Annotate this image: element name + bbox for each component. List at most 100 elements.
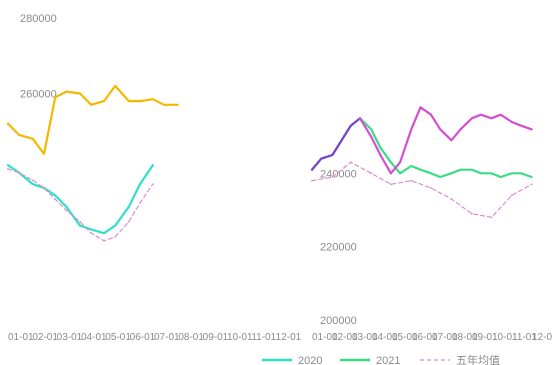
x-tick-label: 06-01 [130, 332, 156, 343]
series-line [310, 117, 362, 171]
x-tick-label: 10-01 [227, 332, 253, 343]
series-point [450, 172, 453, 175]
series-point [459, 128, 462, 131]
series-point [43, 186, 45, 189]
series-point [450, 139, 453, 142]
x-tick-label: 12-01 [532, 332, 552, 343]
series-point [139, 202, 141, 204]
series-point [340, 139, 343, 142]
series-point [151, 183, 154, 186]
series-point [510, 121, 513, 123]
series-point [370, 128, 373, 131]
x-tick-label: 11-01 [251, 332, 276, 343]
series-point [439, 176, 442, 178]
series-point [480, 113, 482, 116]
series-point [530, 128, 533, 131]
series-line [358, 106, 533, 175]
series-line [7, 168, 154, 242]
series-point [7, 168, 9, 170]
series-point [430, 113, 432, 116]
x-tick-label: 12-01 [276, 332, 302, 343]
series-point [151, 98, 154, 101]
y-tick-label: 200000 [320, 315, 357, 327]
series-point [410, 128, 413, 131]
series-point [163, 103, 165, 106]
series-point [127, 205, 130, 208]
series-point [151, 164, 154, 167]
series-point [31, 179, 34, 182]
y-tick-label: 280000 [20, 13, 57, 25]
series-point [349, 124, 352, 127]
x-tick-label: 08-01 [178, 332, 204, 343]
series-point [18, 134, 21, 136]
series-point [530, 176, 533, 178]
legend: 2020 2021 五年均值 [262, 353, 500, 365]
x-tick-label: 03-01 [57, 332, 83, 343]
series-point [311, 179, 313, 182]
series-point [370, 172, 373, 175]
series-point [419, 106, 422, 109]
x-tick-label: 09-01 [472, 332, 498, 343]
x-tick-label: 02-01 [332, 332, 358, 343]
series-point [470, 168, 473, 171]
x-tick-label: 01-01 [312, 332, 338, 343]
series-point [114, 85, 117, 87]
series-point [490, 117, 493, 120]
series-point [379, 146, 382, 149]
series-point [470, 212, 473, 215]
series-point [390, 172, 392, 175]
x-tick-label: 11-01 [512, 332, 537, 343]
series-point [390, 183, 392, 186]
series-point [31, 137, 34, 140]
series-point [114, 236, 117, 238]
series-point [79, 220, 81, 223]
series-point [410, 179, 413, 182]
series-point [114, 224, 117, 227]
series-point [390, 161, 392, 164]
series-point [65, 90, 68, 93]
series-point [359, 117, 361, 120]
series-point [419, 168, 422, 171]
series-point [127, 220, 130, 223]
series-point [176, 103, 179, 106]
series-point [103, 232, 105, 235]
series-point [470, 117, 473, 120]
series-point [510, 172, 513, 175]
legend-label: 2020 [298, 355, 322, 365]
series-point [103, 239, 105, 242]
series-line [311, 161, 533, 218]
series-point [79, 224, 81, 227]
y-tick-label: 220000 [320, 242, 357, 254]
series-point [90, 228, 93, 231]
right-chart-panel: 24000022000020000001-0102-0103-0104-0105… [310, 106, 552, 343]
series-point [410, 165, 413, 167]
series-point [65, 209, 68, 212]
series-point [520, 172, 522, 175]
y-tick-label: 260000 [20, 89, 57, 101]
series-point [379, 154, 382, 156]
series-point [399, 172, 402, 175]
x-tick-label: 03-01 [352, 332, 378, 343]
series-point [90, 103, 93, 106]
series-point [139, 183, 141, 186]
series-point [331, 176, 334, 178]
series-point [320, 157, 323, 160]
series-point [127, 100, 130, 102]
series-point [54, 198, 57, 201]
series-point [31, 183, 34, 186]
legend-label: 五年均值 [456, 353, 500, 365]
x-tick-label: 02-01 [32, 332, 58, 343]
series-point [311, 168, 313, 171]
series-point [490, 216, 493, 219]
series-point [399, 161, 402, 164]
series-point [499, 176, 502, 178]
series-point [7, 122, 9, 125]
series-point [54, 194, 57, 197]
series-point [79, 92, 81, 95]
series-point [530, 183, 533, 186]
series-point [370, 135, 373, 138]
series-point [490, 172, 493, 175]
series-point [499, 113, 502, 116]
series-point [349, 161, 352, 164]
